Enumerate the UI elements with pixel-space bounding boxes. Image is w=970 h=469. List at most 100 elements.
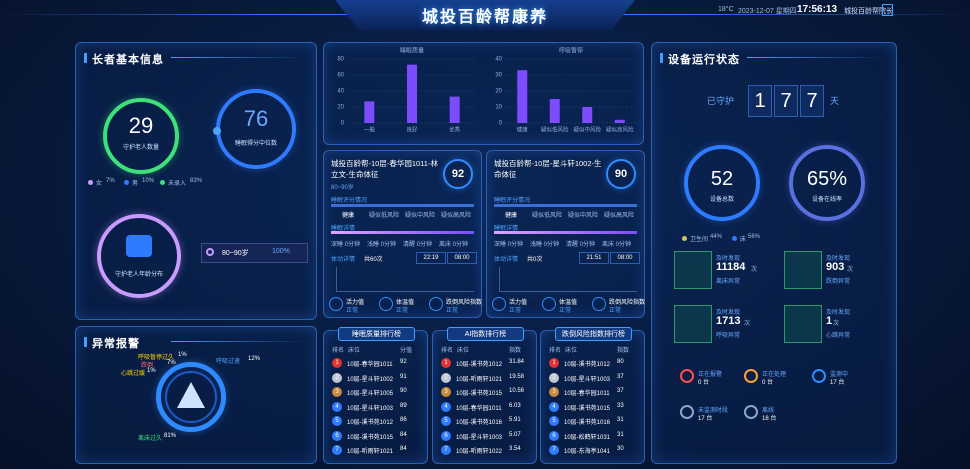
- bed: 10层-溪书苑1012: [456, 362, 503, 368]
- score: 89: [400, 402, 407, 409]
- bar: [549, 99, 560, 123]
- column-header: 床位: [565, 348, 578, 354]
- status-icon: [812, 369, 826, 383]
- ring: [684, 145, 760, 221]
- detail-item: 清醒 0分钟: [403, 242, 433, 248]
- temperature: 18°C: [718, 6, 734, 13]
- time-end: 08:00: [610, 252, 640, 264]
- move-title: 体动详情: [331, 257, 356, 263]
- age-bar: 80~90岁 100%: [201, 243, 308, 263]
- rank-badge: 6: [549, 430, 559, 441]
- rank-badge: 7: [549, 445, 559, 455]
- alarm-value: 1%: [178, 352, 187, 358]
- age-title: 守护老人年龄分布: [114, 271, 163, 278]
- indicator-status: 正常: [446, 308, 459, 314]
- legend-value: 83%: [190, 178, 203, 184]
- indicator-icon: [542, 297, 556, 311]
- header-plate: [335, 0, 635, 30]
- y-tick-label: 60: [337, 73, 344, 79]
- panel: 睡眠质量 0 20 40 60 80 一般 良好 优秀 呼吸暂停 0 10 20 30 40 健康 疑似低风险疑…: [323, 42, 644, 145]
- status-count: 0 台: [698, 380, 710, 386]
- score: 5.91: [509, 417, 521, 423]
- detect-label: 及时发现: [826, 256, 851, 262]
- score: 92: [400, 359, 407, 365]
- indicator-name: 体温值: [559, 300, 578, 306]
- guard-count: 29: [128, 113, 154, 138]
- age-icon: [126, 235, 152, 257]
- indicator-name: 活力值: [346, 300, 365, 306]
- status-count: 0 台: [762, 380, 774, 386]
- indicator-icon: [592, 297, 606, 311]
- plot-axis: [336, 267, 337, 291]
- plot-base: [336, 291, 474, 292]
- panel-title-mark: [84, 337, 87, 347]
- ring: [97, 214, 181, 298]
- alarm-name: 离床过久: [138, 436, 163, 442]
- rank-badge: 2: [549, 372, 559, 383]
- legend-name: 床: [740, 237, 747, 243]
- alarm-value: 12%: [248, 356, 261, 362]
- detail-item: 离床 0分钟: [602, 242, 632, 248]
- rank-badge: 1: [441, 358, 451, 368]
- age-pct: 100%: [272, 248, 290, 255]
- panel: 长者基本信息 29 守护老人数量 76 睡眠得分中位数女 7% 男 10% 未录入 83% 守护老人…: [75, 42, 317, 320]
- rank-badge: 3: [332, 387, 342, 397]
- rank-badge: 7: [441, 445, 451, 455]
- panel: 城投百龄帮-10层-春华园1011-林立文-生命体征 92 80~90岁 睡眠评分情况…: [323, 150, 482, 318]
- user: 城投百龄帮院长: [844, 8, 893, 15]
- column-header: 床位: [348, 348, 361, 354]
- detail-item: 离床 0分钟: [439, 242, 469, 248]
- bar: [449, 96, 460, 123]
- bed: 10层-春华园1011: [347, 362, 393, 368]
- column-header: 指数: [509, 348, 522, 354]
- column-header: 指数: [617, 348, 630, 354]
- score: 92: [451, 168, 465, 180]
- guard-label: 守护老人数量: [122, 144, 159, 151]
- detail-item: 深睡 0分钟: [331, 242, 361, 248]
- column-header: 分值: [400, 348, 413, 354]
- indicator-status: 正常: [396, 308, 409, 314]
- rank-badge: 6: [332, 430, 342, 441]
- score: 31: [617, 417, 624, 423]
- panel: 城投百龄帮-10层-星斗轩1002-生命体征 90 睡眠评分情况 健康 疑似低风险 疑似中…: [486, 150, 645, 318]
- legend-name: 女: [96, 181, 103, 187]
- sleep-label: 睡眠得分中位数: [234, 140, 277, 147]
- panel-title: 异常报警: [92, 338, 140, 350]
- rank-badge: 4: [441, 401, 451, 412]
- score: 5.07: [509, 431, 521, 438]
- status-name: 监测中: [830, 372, 849, 378]
- rank-badge: 2: [332, 372, 342, 383]
- plot-base: [499, 291, 637, 292]
- legend-dot: [160, 180, 165, 185]
- alarm-name: 呼吸暂停过久: [138, 355, 175, 361]
- sleep-tab: 健康: [504, 213, 517, 219]
- bed: 10层-听雨轩1022: [456, 449, 503, 455]
- x-tick-label: 良好: [406, 125, 418, 133]
- score: 90: [614, 168, 628, 180]
- bed: 10层-溪书苑1015: [347, 434, 394, 441]
- column-header: 床位: [457, 348, 470, 354]
- guarded-unit: 天: [830, 96, 840, 106]
- sleep-tab: 健康: [341, 213, 354, 219]
- status-count: 17 台: [830, 380, 845, 386]
- dot: [213, 127, 221, 135]
- score: 33: [617, 402, 624, 409]
- column-header: 排名: [441, 348, 454, 354]
- bed: 10层-星斗轩1002: [347, 376, 394, 383]
- panel: 异常报警 呼吸暂停过久 1% 跌倒 7% 心跳过缓 1% 呼吸过速 12% 离床过久 81%: [75, 326, 317, 464]
- bed: 10层-东海亭1041: [564, 449, 611, 455]
- detect-icon: [784, 305, 822, 343]
- detail-item: 深睡 0分钟: [494, 242, 524, 248]
- rank-badge: 5: [332, 416, 342, 426]
- bed: 10层-星斗轩1005: [347, 391, 394, 397]
- ring: [789, 145, 865, 221]
- score: 31.84: [509, 359, 525, 365]
- digit: 1: [748, 85, 772, 117]
- y-tick-label: 20: [495, 89, 502, 95]
- score: 19.58: [509, 373, 525, 380]
- time-end: 08:00: [447, 252, 477, 264]
- sleep-tab: 疑似低风险: [368, 213, 399, 219]
- detect-unit: 次: [751, 267, 758, 273]
- bed: 10层-溪书苑1012: [564, 362, 611, 368]
